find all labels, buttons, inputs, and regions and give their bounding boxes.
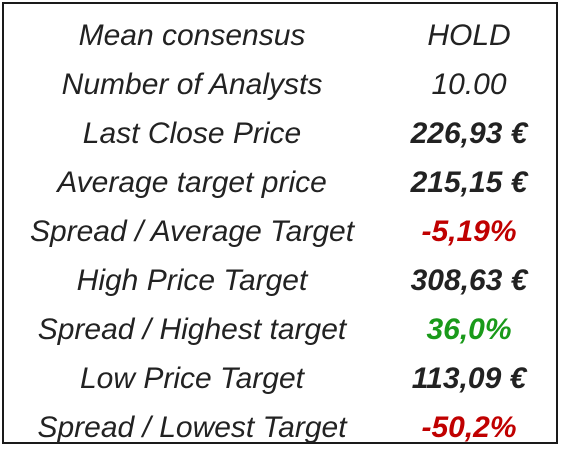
label-mean-consensus: Mean consensus (78, 19, 306, 52)
label-spread-lowest-target: Spread / Lowest Target (37, 411, 347, 444)
row-mean-consensus: Mean consensus HOLD (4, 11, 556, 60)
row-average-target-price: Average target price 215,15 € (4, 158, 556, 207)
value-low-price-target: 113,09 € (411, 362, 527, 395)
value-number-of-analysts: 10.00 (431, 68, 507, 101)
value-mean-consensus: HOLD (427, 19, 511, 52)
label-number-of-analysts: Number of Analysts (61, 68, 323, 101)
value-spread-highest-target: 36,0% (426, 313, 512, 346)
label-spread-average-target: Spread / Average Target (29, 215, 355, 248)
consensus-panel: Mean consensus HOLD Number of Analysts 1… (2, 2, 558, 444)
value-spread-average-target: -5,19% (421, 215, 517, 248)
row-last-close-price: Last Close Price 226,93 € (4, 109, 556, 158)
label-average-target-price: Average target price (57, 166, 327, 199)
value-spread-lowest-target: -50,2% (421, 411, 517, 444)
row-spread-lowest-target: Spread / Lowest Target -50,2% (4, 403, 556, 452)
row-high-price-target: High Price Target 308,63 € (4, 256, 556, 305)
value-last-close-price: 226,93 € (410, 117, 528, 150)
row-spread-average-target: Spread / Average Target -5,19% (4, 207, 556, 256)
label-low-price-target: Low Price Target (79, 362, 304, 395)
label-last-close-price: Last Close Price (82, 117, 302, 150)
row-number-of-analysts: Number of Analysts 10.00 (4, 60, 556, 109)
value-average-target-price: 215,15 € (410, 166, 528, 199)
label-spread-highest-target: Spread / Highest target (37, 313, 347, 346)
row-spread-highest-target: Spread / Highest target 36,0% (4, 305, 556, 354)
value-high-price-target: 308,63 € (410, 264, 528, 297)
label-high-price-target: High Price Target (76, 264, 308, 297)
row-low-price-target: Low Price Target 113,09 € (4, 354, 556, 403)
